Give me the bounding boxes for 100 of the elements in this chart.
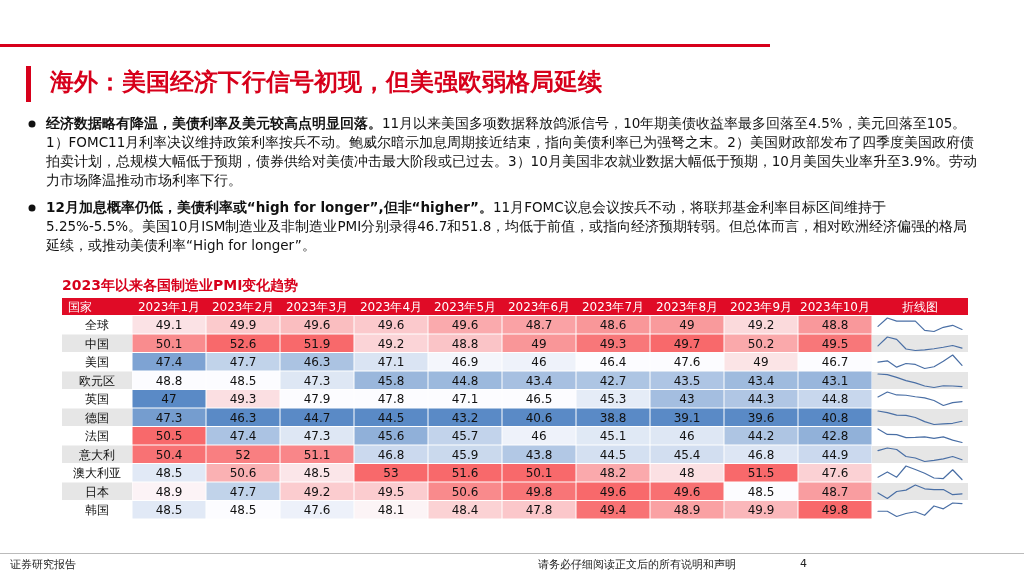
data-label: 48.6	[599, 318, 627, 332]
data-label: 51.9	[303, 336, 331, 351]
data-label: 48.4	[451, 503, 479, 517]
data-label: 51.1	[303, 447, 331, 462]
x-tick-label: 2023年5月	[433, 300, 497, 314]
data-label: 47.3	[155, 410, 183, 425]
data-label: 48.8	[451, 336, 479, 351]
data-label: 51.5	[747, 466, 775, 480]
data-label: 46.8	[377, 447, 405, 462]
data-label: 45.9	[451, 447, 479, 462]
y-tick-label: 德国	[85, 410, 109, 425]
data-label: 46.3	[229, 410, 257, 425]
data-label: 43.1	[821, 373, 849, 388]
x-tick-label: 2023年7月	[581, 300, 645, 314]
data-label: 47.6	[303, 503, 331, 517]
y-tick-label: 澳大利亚	[73, 466, 121, 480]
data-label: 49.6	[303, 318, 331, 332]
data-label: 49.2	[377, 336, 405, 351]
data-label: 38.8	[599, 410, 627, 425]
data-label: 48.8	[821, 318, 849, 332]
data-label: 48.8	[155, 373, 183, 388]
data-label: 48.5	[229, 503, 257, 517]
x-tick-label: 2023年9月	[729, 300, 793, 314]
data-label: 45.3	[599, 392, 627, 406]
data-label: 46.7	[821, 355, 849, 369]
data-label: 50.1	[155, 336, 183, 351]
text: 经济数据略有降温，美债利率及美元较高点明显回落。	[46, 115, 382, 131]
data-label: 44.5	[377, 410, 405, 425]
data-label: 47.9	[303, 392, 331, 406]
data-label: 48.5	[303, 466, 331, 480]
data-label: 47.8	[377, 392, 405, 406]
x-tick-label: 2023年2月	[211, 300, 275, 314]
data-label: 47.3	[303, 429, 331, 443]
data-label: 49.3	[229, 392, 257, 406]
data-label: 50.6	[451, 484, 479, 499]
data-label: 52	[235, 447, 251, 462]
data-label: 48.5	[747, 484, 775, 499]
data-label: 43	[679, 392, 695, 406]
data-label: 43.5	[673, 373, 701, 388]
text: 请务必仔细阅读正文后的所有说明和声明	[538, 557, 736, 572]
data-label: 49.4	[599, 503, 627, 517]
y-tick-label: 欧元区	[79, 373, 115, 388]
data-label: 47	[161, 392, 177, 406]
data-label: 48.5	[155, 503, 183, 517]
data-label: 51.6	[451, 466, 479, 480]
data-label: 49.6	[377, 318, 405, 332]
y-tick-label: 意大利	[78, 447, 115, 462]
data-label: 47.1	[451, 392, 479, 406]
data-label: 49.6	[599, 484, 627, 499]
y-axis-title: 国家	[68, 300, 92, 314]
y-tick-label: 全球	[85, 318, 109, 332]
data-label: 47.4	[155, 355, 183, 369]
y-tick-label: 英国	[85, 392, 109, 406]
y-tick-label: 韩国	[85, 503, 109, 517]
text: 证券研究报告	[10, 557, 76, 572]
data-label: 48.5	[155, 466, 183, 480]
data-label: 44.2	[747, 429, 775, 443]
data-label: 49.5	[821, 336, 849, 351]
data-label: 50.6	[229, 466, 257, 480]
data-label: 49.6	[451, 318, 479, 332]
data-label: 44.5	[599, 447, 627, 462]
data-label: 44.9	[821, 447, 849, 462]
data-label: 48.5	[229, 373, 257, 388]
data-label: 43.2	[451, 410, 479, 425]
data-label: 47.4	[229, 429, 257, 443]
data-label: 46	[531, 355, 547, 369]
data-label: 49	[679, 318, 695, 332]
data-label: 47.1	[377, 355, 405, 369]
data-label: 46	[679, 429, 695, 443]
data-label: 40.6	[525, 410, 553, 425]
data-label: 44.3	[747, 392, 775, 406]
y-tick-label: 日本	[85, 484, 109, 499]
text: 4	[800, 557, 807, 570]
data-label: 52.6	[229, 336, 257, 351]
data-label: 49.2	[747, 318, 775, 332]
data-label: 49.9	[747, 503, 775, 517]
x-tick-label: 2023年10月	[800, 300, 870, 314]
data-label: 49.2	[303, 484, 331, 499]
data-label: 50.1	[525, 466, 553, 480]
data-label: 48.9	[155, 484, 183, 499]
y-tick-label: 法国	[85, 429, 109, 443]
y-tick-label: 中国	[85, 336, 109, 351]
chart-subtitle: 2023年以来各国制造业PMI变化趋势	[62, 277, 299, 293]
data-label: 40.8	[821, 410, 849, 425]
data-label: 46.8	[747, 447, 775, 462]
x-tick-label: 2023年6月	[507, 300, 571, 314]
data-label: 49	[531, 336, 547, 351]
data-label: 47.7	[229, 484, 257, 499]
data-label: 44.8	[821, 392, 849, 406]
data-label: 42.8	[821, 429, 849, 443]
data-label: 50.5	[155, 429, 183, 443]
data-label: 46.9	[451, 355, 479, 369]
data-label: 48.7	[821, 484, 849, 499]
data-label: 49.8	[821, 503, 849, 517]
data-label: 50.4	[155, 447, 183, 462]
data-label: 48.9	[673, 503, 701, 517]
data-label: 48.7	[525, 318, 553, 332]
data-label: 46.4	[599, 355, 627, 369]
data-label: 47.8	[525, 503, 553, 517]
data-label: 47.3	[303, 373, 331, 388]
